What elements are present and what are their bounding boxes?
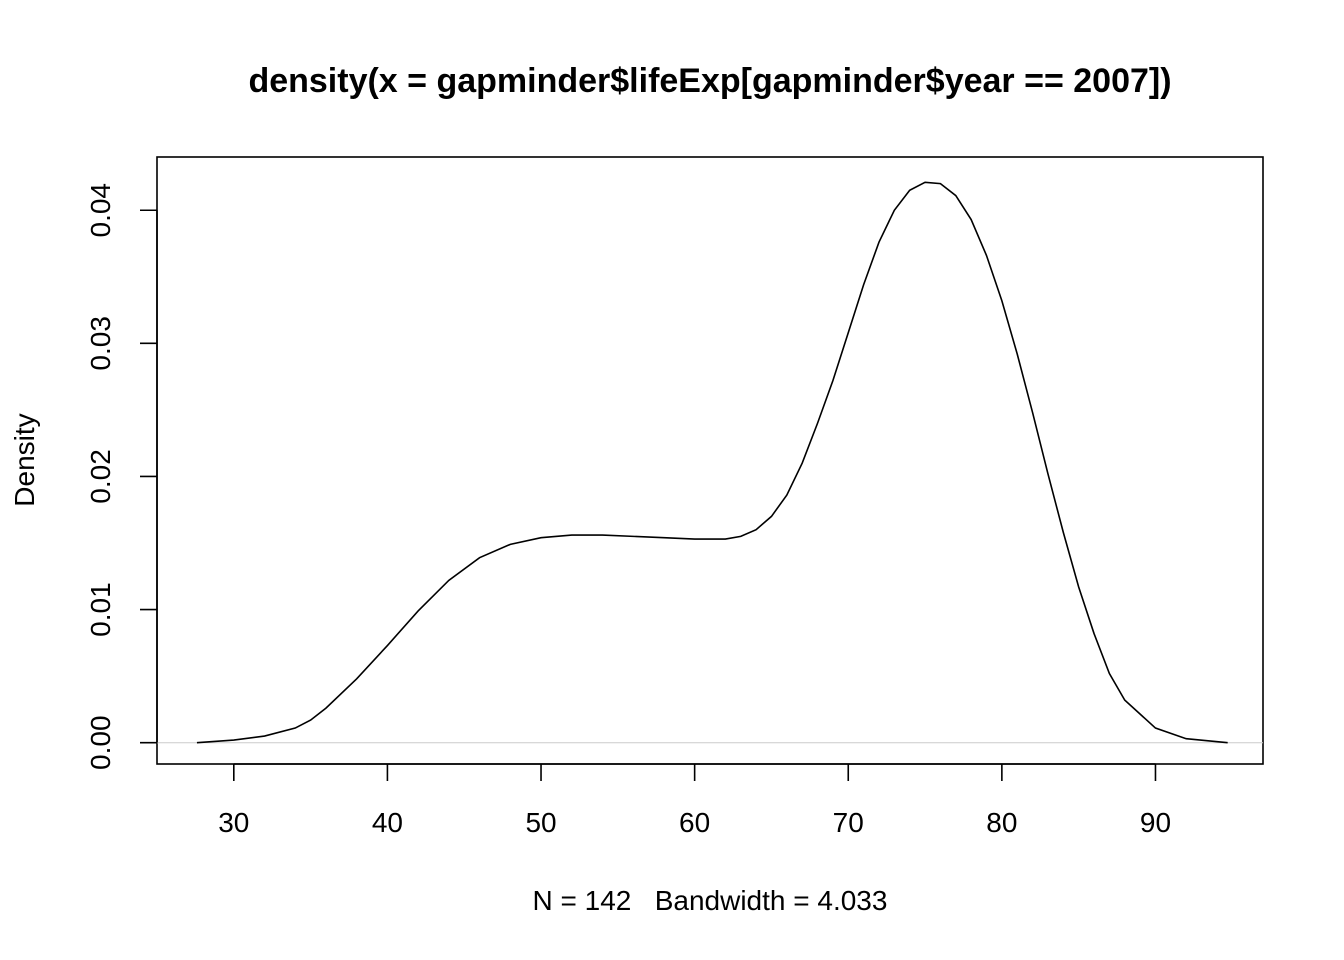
y-axis: 0.00 0.01 0.02 0.03 0.04	[85, 183, 158, 770]
x-tick-label: 90	[1140, 807, 1171, 838]
x-tick-label: 30	[218, 807, 249, 838]
x-axis-label: N = 142 Bandwidth = 4.033	[533, 885, 888, 916]
x-tick-label: 70	[833, 807, 864, 838]
y-axis-label: Density	[9, 413, 40, 506]
y-tick-label: 0.01	[85, 582, 116, 637]
x-tick-label: 50	[525, 807, 556, 838]
x-tick-label: 60	[679, 807, 710, 838]
density-curve	[196, 181, 1228, 744]
plot-frame	[156, 156, 1264, 765]
x-tick-label: 80	[986, 807, 1017, 838]
x-tick-label: 40	[372, 807, 403, 838]
y-tick-label: 0.02	[85, 449, 116, 504]
x-axis: 30 40 50 60 70 80 90	[218, 763, 1171, 838]
y-tick-label: 0.03	[85, 316, 116, 371]
y-tick-label: 0.00	[85, 715, 116, 770]
y-tick-label: 0.04	[85, 183, 116, 238]
chart-title: density(x = gapminder$lifeExp[gapminder$…	[248, 62, 1171, 100]
